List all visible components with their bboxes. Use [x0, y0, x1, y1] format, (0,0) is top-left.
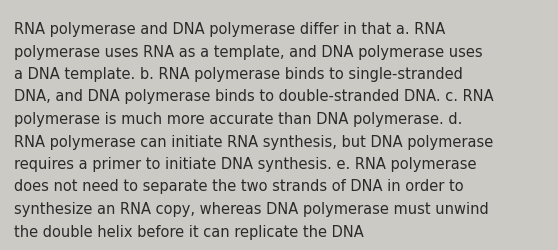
- Text: polymerase is much more accurate than DNA polymerase. d.: polymerase is much more accurate than DN…: [14, 112, 463, 126]
- Text: does not need to separate the two strands of DNA in order to: does not need to separate the two strand…: [14, 179, 464, 194]
- Text: requires a primer to initiate DNA synthesis. e. RNA polymerase: requires a primer to initiate DNA synthe…: [14, 156, 477, 171]
- Text: a DNA template. b. RNA polymerase binds to single-stranded: a DNA template. b. RNA polymerase binds …: [14, 67, 463, 82]
- Text: polymerase uses RNA as a template, and DNA polymerase uses: polymerase uses RNA as a template, and D…: [14, 44, 483, 59]
- Text: synthesize an RNA copy, whereas DNA polymerase must unwind: synthesize an RNA copy, whereas DNA poly…: [14, 201, 489, 216]
- Text: the double helix before it can replicate the DNA: the double helix before it can replicate…: [14, 224, 364, 238]
- Text: RNA polymerase and DNA polymerase differ in that a. RNA: RNA polymerase and DNA polymerase differ…: [14, 22, 445, 37]
- Text: RNA polymerase can initiate RNA synthesis, but DNA polymerase: RNA polymerase can initiate RNA synthesi…: [14, 134, 493, 149]
- Text: DNA, and DNA polymerase binds to double-stranded DNA. c. RNA: DNA, and DNA polymerase binds to double-…: [14, 89, 494, 104]
